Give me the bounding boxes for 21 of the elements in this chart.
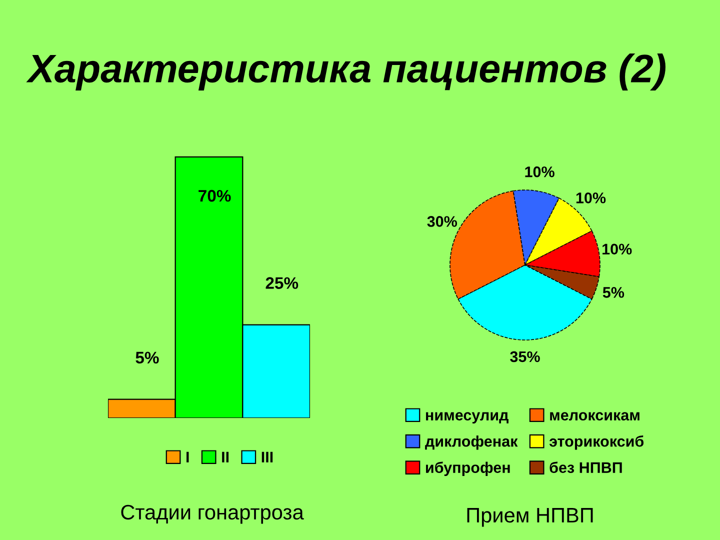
legend-label: без НПВП	[550, 462, 622, 473]
text: Прием НПВП	[467, 508, 593, 527]
legend-label: ибупрофен	[426, 462, 510, 476]
data-label: 35%	[510, 351, 540, 362]
data-label: 10%	[576, 192, 606, 204]
legend-label: I	[186, 452, 189, 462]
data-label: 25%	[266, 277, 298, 289]
data-label: 5%	[602, 287, 624, 298]
data-label: 30%	[427, 216, 458, 227]
data-label: 5%	[136, 352, 159, 364]
x-axis-title: Стадии гонартроза	[121, 504, 304, 524]
legend-label: нимесулид	[426, 412, 508, 424]
data-label: 70%	[198, 190, 231, 202]
chart-title: Характеристика пациентов (2)	[26, 54, 666, 90]
legend-label: диклофенак	[425, 436, 518, 450]
legend-label: II	[222, 452, 229, 462]
data-label: 10%	[525, 166, 554, 178]
legend-label: эторикоксиб	[549, 435, 644, 450]
data-label: 10%	[602, 244, 632, 255]
legend-label: III	[262, 452, 273, 462]
legend-label: мелоксикам	[550, 412, 640, 421]
